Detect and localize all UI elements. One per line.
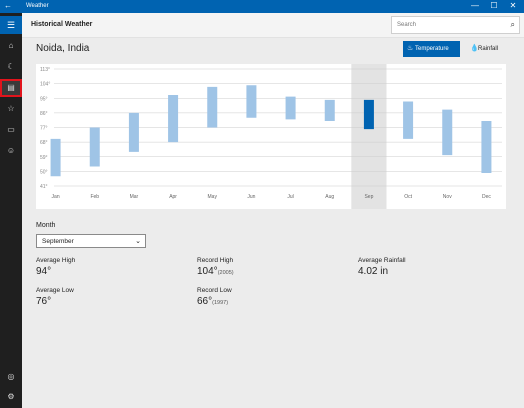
chevron-down-icon: ⌄ [135,238,141,245]
x-tick-label-aug: Aug [325,194,334,200]
x-tick-label-jul: Jul [287,194,293,200]
y-tick-label: 50° [40,169,48,175]
title-bar: ← Weather — ☐ ✕ [0,0,524,13]
record-low-year: (1997) [212,300,229,306]
record-high-year: (2005) [217,270,234,276]
record-low-stat: Record Low 66°(1997) [197,287,232,307]
month-label: Month [36,222,56,229]
settings-icon[interactable]: ⚙ [7,392,15,401]
hamburger-menu-icon[interactable]: ☰ [0,16,22,34]
news-icon[interactable]: ▭ [7,125,15,134]
page-header: Historical Weather Search ⌕ [22,13,524,38]
y-tick-label: 41° [40,184,48,190]
nav-rail: ☰ ⌂ ☾ ▤ ☆ ▭ ☺ ◎ ⚙ [0,13,22,408]
average-low-value: 76° [36,296,52,307]
temperature-range-bar-aug [324,99,335,121]
y-tick-label: 113° [40,67,50,73]
average-rainfall-value: 4.02 in [358,266,389,277]
close-button[interactable]: ✕ [509,1,517,10]
temperature-range-bar-mar [128,112,139,152]
y-tick-label: 86° [40,111,48,117]
rainfall-label: Rainfall [478,46,499,52]
y-tick-label: 59° [40,155,48,161]
raindrop-icon: 💧 [470,45,479,52]
y-tick-label: 95° [40,96,48,102]
temperature-toggle[interactable]: ♨ Temperature [403,41,460,57]
temperature-range-bar-apr [168,95,179,143]
x-tick-label-dec: Dec [482,194,491,200]
temperature-range-bar-jun [246,85,257,118]
average-high-stat: Average High 94° [36,257,75,277]
record-low-value: 66° [197,296,213,307]
window-title: Weather [26,3,49,9]
home-icon[interactable]: ⌂ [8,41,14,50]
temperature-range-bar-jul [285,96,296,120]
thermometer-icon: ♨ [407,45,414,52]
temperature-range-bar-jan [50,138,61,177]
x-tick-label-feb: Feb [90,194,99,200]
forecast-moon-icon[interactable]: ☾ [7,62,15,71]
favorites-star-icon[interactable]: ☆ [7,104,15,113]
account-icon[interactable]: ◎ [7,372,15,381]
record-high-label: Record High [197,257,234,264]
minimize-button[interactable]: — [471,1,479,10]
month-selected-value: September [42,238,74,245]
temperature-chart: 113° 104° 95° 86° 77° 68° 59° 50° 41° Jan Feb Mar Ap… [36,64,506,209]
maximize-button[interactable]: ☐ [490,1,498,10]
page-title: Historical Weather [31,21,93,28]
x-tick-label-jan: Jan [52,194,60,200]
smiley-icon[interactable]: ☺ [6,146,16,155]
x-tick-label-oct: Oct [404,194,412,200]
record-low-label: Record Low [197,287,232,294]
temperature-label: Temperature [415,46,449,52]
back-arrow-icon[interactable]: ← [4,1,12,10]
average-high-value: 94° [36,266,52,277]
temperature-range-bar-may [207,86,218,128]
temperature-chart-svg: 113° 104° 95° 86° 77° 68° 59° 50° 41° Jan Feb Mar Ap… [36,64,506,209]
rainfall-toggle[interactable]: 💧 Rainfall [466,41,506,57]
average-rainfall-label: Average Rainfall [358,257,406,264]
x-tick-label-jun: Jun [247,194,255,200]
temperature-range-bar-dec [481,121,492,173]
month-dropdown[interactable]: September ⌄ [36,234,146,248]
record-high-stat: Record High 104°(2005) [197,257,234,277]
average-rainfall-stat: Average Rainfall 4.02 in [358,257,406,277]
x-tick-label-sep: Sep [364,194,373,200]
y-tick-label: 68° [40,140,48,146]
x-tick-label-nov: Nov [443,194,452,200]
temperature-range-bar-oct [403,101,414,139]
average-low-stat: Average Low 76° [36,287,74,307]
search-input[interactable]: Search [397,22,417,28]
selected-month-column [351,64,387,209]
chart-panel-bg [36,64,506,209]
historical-weather-icon[interactable]: ▤ [0,79,22,97]
y-tick-label: 104° [40,82,50,88]
x-tick-label-may: May [208,194,218,200]
record-high-value: 104° [197,266,218,277]
temperature-range-bar-feb [89,127,100,167]
location-title: Noida, India [36,43,90,54]
temperature-range-bar-sep [363,99,374,130]
y-tick-label: 77° [40,126,48,132]
average-high-label: Average High [36,257,76,264]
search-box[interactable]: Search ⌕ [391,16,520,34]
x-tick-label-apr: Apr [169,194,177,200]
x-tick-label-mar: Mar [130,194,139,200]
temperature-range-bar-nov [442,109,453,156]
average-low-label: Average Low [36,287,74,294]
search-icon[interactable]: ⌕ [510,20,515,29]
